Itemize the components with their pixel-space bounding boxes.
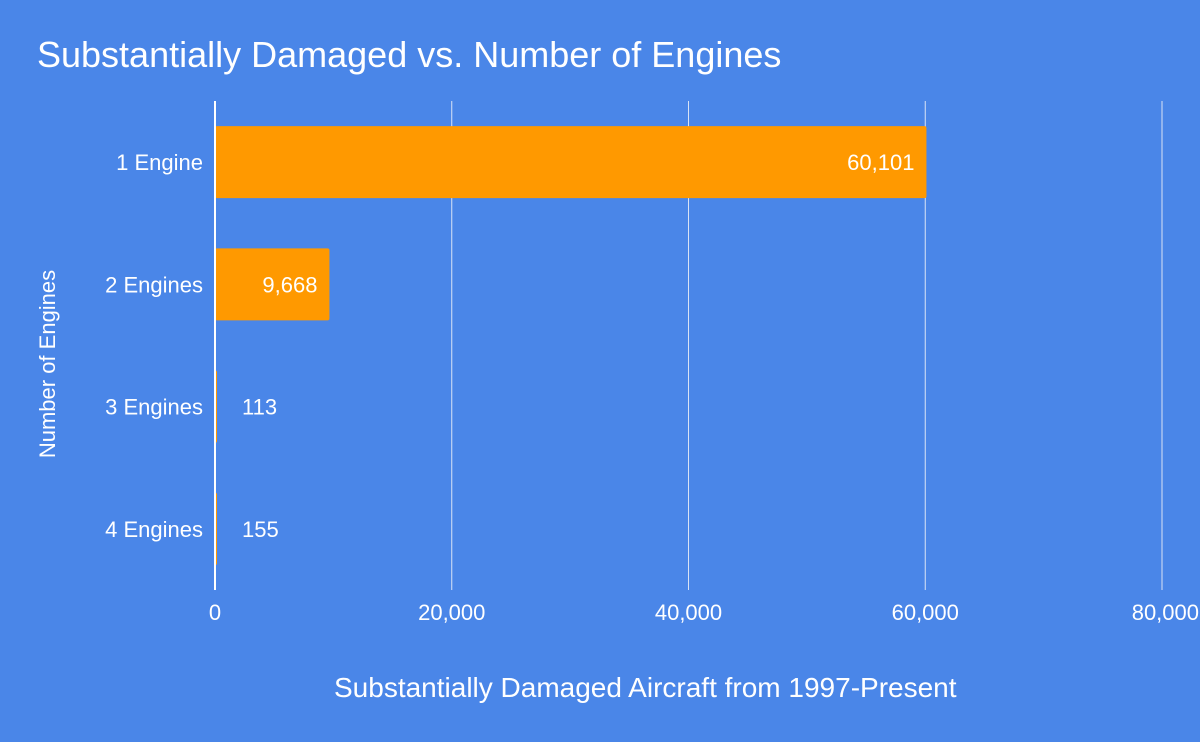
bar-value-label: 9,668 [262, 272, 317, 297]
bar-value-label: 113 [242, 395, 277, 420]
bar-value-label: 60,101 [847, 150, 914, 175]
y-axis-title: Number of Engines [35, 269, 60, 459]
x-tick-label: 60,000 [892, 600, 959, 625]
chart-title: Substantially Damaged vs. Number of Engi… [37, 34, 782, 75]
x-tick-label: 40,000 [655, 600, 722, 625]
category-label: 2 Engines [105, 272, 203, 297]
x-tick-label: 80,000 [1132, 600, 1199, 625]
bar-value-label: 155 [242, 517, 279, 542]
x-tick-label: 0 [209, 600, 221, 625]
category-label: 1 Engine [116, 150, 203, 175]
x-tick-label: 20,000 [418, 600, 485, 625]
bar [215, 126, 927, 199]
category-label: 3 Engines [105, 395, 203, 420]
x-axis-title: Substantially Damaged Aircraft from 1997… [334, 672, 957, 703]
bar [215, 248, 330, 321]
category-label: 4 Engines [105, 517, 203, 542]
